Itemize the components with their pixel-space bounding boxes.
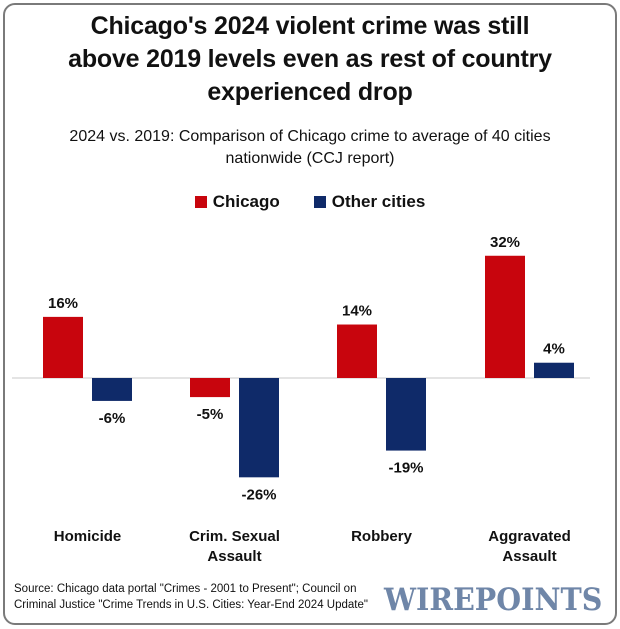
title-line: above 2019 levels even as rest of countr… [68,45,552,73]
data-label-chicago-aggravated-assault: 32% [490,234,520,251]
legend-swatch-chicago [194,196,207,208]
data-label-chicago-crim-sexual-assault: -5% [197,406,224,423]
title-line: Chicago's 2024 violent crime was still [90,12,530,40]
category-label-line: Assault [502,548,557,565]
bar-other-cities-homicide [92,378,132,401]
data-label-chicago-homicide: 16% [48,295,78,312]
bar-other-cities-aggravated-assault [534,362,574,378]
bar-other-cities-crim-sexual-assault [239,378,279,478]
chart-title: Chicago's 2024 violent crime was still a… [0,10,620,109]
category-label-homicide: Homicide [18,527,158,547]
legend-label: Chicago [212,192,280,211]
subtitle-line: 2024 vs. 2019: Comparison of Chicago cri… [69,128,551,145]
category-label-crim-sexual-assault: Crim. Sexual Assault [165,527,305,567]
category-label-line: Assault [207,548,262,565]
legend: Chicago Other cities [0,192,620,212]
legend-label: Other cities [331,192,426,211]
category-label-line: Robbery [351,528,412,545]
data-label-chicago-robbery: 14% [342,303,372,320]
source-line: Source: Chicago data portal "Crimes - 20… [14,583,357,595]
legend-swatch-other-cities [313,196,326,208]
subtitle-line: nationwide (CCJ report) [225,150,395,167]
data-label-other-cities-aggravated-assault: 4% [543,341,565,358]
source-line: Criminal Justice "Crime Trends in U.S. C… [14,599,368,611]
bar-other-cities-robbery [386,378,426,451]
bar-chicago-homicide [43,316,83,378]
legend-item-other-cities: Other cities [313,192,426,212]
category-label-line: Homicide [53,528,122,545]
bar-chicago-crim-sexual-assault [190,378,230,398]
bar-chicago-robbery [337,324,377,378]
chart-subtitle: 2024 vs. 2019: Comparison of Chicago cri… [0,126,620,170]
category-label-robbery: Robbery [312,527,452,547]
legend-item-chicago: Chicago [194,192,280,212]
category-label-line: Crim. Sexual [189,528,280,545]
data-label-other-cities-robbery: -19% [388,460,423,477]
title-line: experienced drop [207,78,413,106]
source-note: Source: Chicago data portal "Crimes - 20… [14,581,368,613]
category-label-line: Aggravated [488,528,571,545]
wirepoints-logo: WIREPOINTS [384,582,603,618]
data-label-other-cities-crim-sexual-assault: -26% [241,486,276,503]
data-label-other-cities-homicide: -6% [99,410,126,427]
category-label-aggravated-assault: Aggravated Assault [460,527,600,567]
bar-chicago-aggravated-assault [485,255,525,378]
